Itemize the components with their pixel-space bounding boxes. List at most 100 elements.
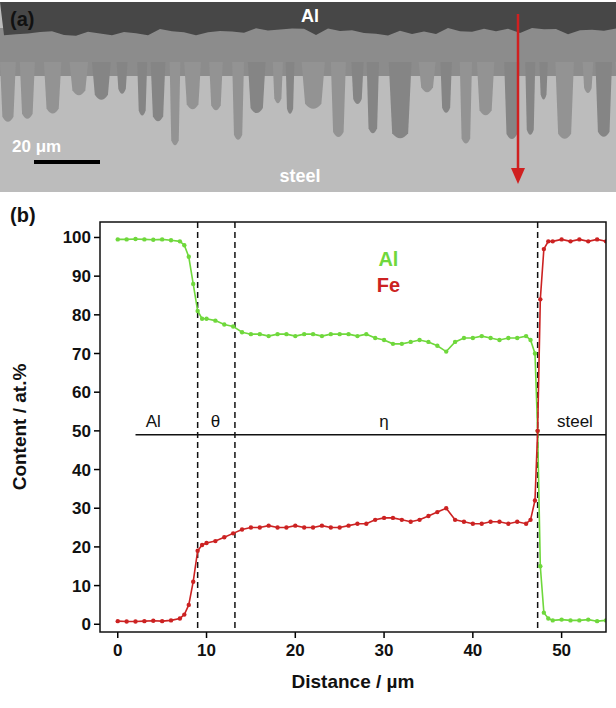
y-tick: [94, 391, 100, 393]
data-point: [133, 619, 137, 623]
finger: [0, 62, 16, 122]
data-point: [213, 539, 217, 543]
finger: [232, 62, 244, 140]
data-point: [577, 618, 581, 622]
region-label: Al: [301, 6, 319, 26]
data-point: [417, 338, 421, 342]
data-point: [409, 340, 413, 344]
data-point: [546, 616, 550, 620]
data-point: [284, 525, 288, 529]
finger: [44, 62, 61, 114]
phase-label: η: [379, 412, 388, 431]
data-point: [116, 619, 120, 623]
x-tick-label: 20: [286, 641, 305, 660]
data-point: [444, 506, 448, 510]
reference-line: [136, 434, 606, 436]
legend-entry: Fe: [377, 274, 400, 296]
data-point: [182, 243, 186, 247]
data-point: [444, 349, 448, 353]
data-point: [453, 340, 457, 344]
data-point: [169, 618, 173, 622]
data-point: [142, 237, 146, 241]
finger: [583, 62, 594, 93]
data-point: [364, 332, 368, 336]
x-tick: [383, 632, 385, 638]
data-point: [559, 237, 563, 241]
data-point: [568, 618, 572, 622]
data-point: [524, 522, 528, 526]
panel-label: (b): [10, 204, 36, 226]
data-point: [191, 580, 195, 584]
finger: [184, 62, 201, 109]
data-point: [191, 282, 195, 286]
data-point: [151, 238, 155, 242]
y-tick: [94, 585, 100, 587]
x-tick: [561, 632, 563, 638]
data-point: [528, 518, 532, 522]
data-point: [453, 518, 457, 522]
legend-entry: Al: [378, 248, 398, 270]
data-point: [535, 429, 539, 433]
y-tick: [94, 546, 100, 548]
finger: [539, 62, 547, 99]
data-point: [382, 516, 386, 520]
scan-arrow: [517, 14, 520, 174]
finger: [209, 62, 223, 110]
data-point: [409, 520, 413, 524]
data-point: [524, 334, 528, 338]
data-point: [337, 332, 341, 336]
data-point: [538, 297, 542, 301]
data-point: [142, 619, 146, 623]
data-point: [595, 619, 599, 623]
data-point: [391, 516, 395, 520]
series-line: [118, 239, 606, 621]
data-point: [240, 330, 244, 334]
y-tick-label: 0: [82, 615, 91, 634]
data-point: [533, 498, 537, 502]
x-axis-title: Distance / µm: [292, 671, 415, 692]
finger: [92, 62, 111, 100]
data-point: [364, 522, 368, 526]
data-point: [577, 237, 581, 241]
data-point: [346, 523, 350, 527]
finger: [615, 62, 616, 94]
data-point: [551, 618, 555, 622]
data-point: [249, 332, 253, 336]
scale-bar-label: 20 μm: [12, 137, 61, 156]
data-point: [373, 518, 377, 522]
micrograph: [0, 2, 616, 192]
data-point: [568, 239, 572, 243]
data-point: [178, 616, 182, 620]
finger: [137, 62, 147, 115]
data-point: [533, 351, 537, 355]
data-point: [222, 322, 226, 326]
y-tick-label: 30: [72, 499, 91, 518]
region-label: steel: [279, 166, 320, 186]
data-point: [116, 237, 120, 241]
data-point: [178, 239, 182, 243]
data-point: [488, 520, 492, 524]
data-point: [497, 520, 501, 524]
y-tick-label: 50: [72, 422, 91, 441]
x-tick: [206, 632, 208, 638]
finger: [440, 62, 451, 113]
data-point: [559, 617, 563, 621]
data-point: [133, 237, 137, 241]
finger: [460, 62, 472, 144]
finger: [170, 62, 181, 145]
y-tick-label: 60: [72, 383, 91, 402]
finger: [331, 62, 346, 137]
data-point: [151, 619, 155, 623]
plot-frame: [100, 222, 606, 632]
data-point: [311, 332, 315, 336]
finger: [419, 62, 436, 92]
data-point: [435, 510, 439, 514]
phase-boundary: [197, 222, 199, 632]
y-tick: [94, 624, 100, 626]
scan-arrow-head: [511, 168, 525, 184]
data-point: [346, 332, 350, 336]
data-point: [538, 564, 542, 568]
y-tick-label: 40: [72, 461, 91, 480]
finger: [367, 62, 379, 133]
data-point: [480, 522, 484, 526]
